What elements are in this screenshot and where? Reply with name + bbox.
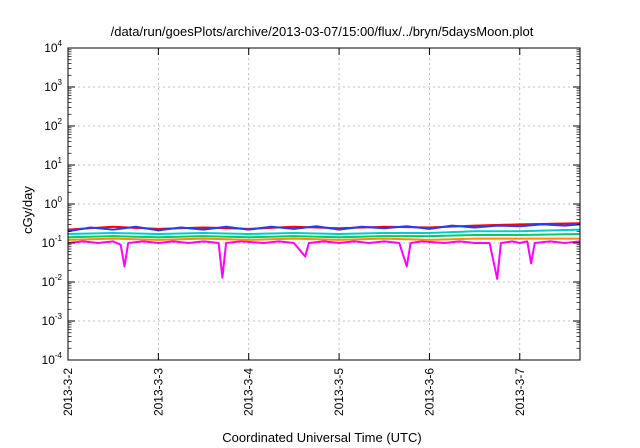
chart-grid (68, 48, 580, 360)
series-line-6 (67, 223, 581, 233)
x-tick-label: 2013-3-2 (61, 368, 75, 416)
series-line-1 (67, 240, 581, 280)
series-line-2 (67, 237, 580, 241)
chart-ticks (67, 47, 580, 361)
y-tick-label: 10-2 (42, 273, 63, 289)
x-tick-label: 2013-3-3 (151, 368, 165, 416)
y-tick-label: 104 (44, 39, 62, 55)
y-tick-label: 10-1 (42, 234, 63, 250)
y-tick-label: 100 (44, 195, 62, 211)
x-tick-label: 2013-3-7 (513, 368, 527, 416)
chart-series (67, 222, 581, 280)
chart-title: /data/run/goesPlots/archive/2013-03-07/1… (111, 24, 534, 39)
series-line-4 (67, 228, 581, 235)
x-tick-label: 2013-3-6 (422, 368, 436, 416)
y-tick-label: 10-4 (42, 351, 63, 367)
y-axis-label: cGy/day (20, 186, 35, 234)
y-tick-label: 103 (44, 78, 62, 94)
series-line-3 (67, 233, 581, 239)
chart-tick-labels: 10-4 10-3 10-2 10-1 100 101 102 103 104 2013-3-2 2… (42, 39, 527, 416)
y-tick-label: 102 (44, 117, 62, 133)
y-tick-label: 101 (44, 156, 62, 172)
y-tick-label: 10-3 (42, 312, 63, 328)
x-tick-label: 2013-3-5 (332, 368, 346, 416)
x-tick-label: 2013-3-4 (242, 368, 256, 416)
x-axis-label: Coordinated Universal Time (UTC) (222, 430, 421, 445)
